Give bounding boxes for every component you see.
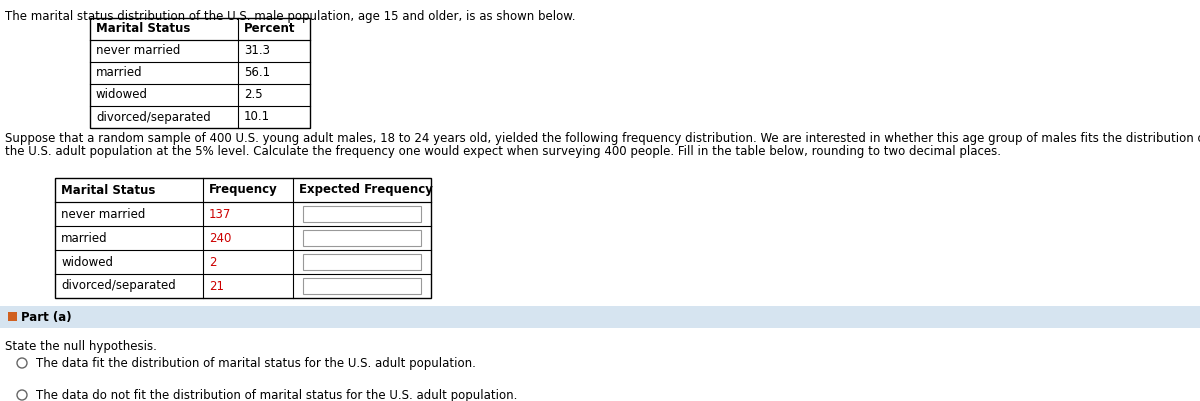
Text: widowed: widowed [61, 255, 113, 269]
Text: 31.3: 31.3 [244, 45, 270, 57]
Text: the U.S. adult population at the 5% level. Calculate the frequency one would exp: the U.S. adult population at the 5% leve… [5, 145, 1001, 158]
Bar [0, 306, 1200, 328]
Text: Percent: Percent [244, 22, 295, 36]
Text: 137: 137 [209, 207, 232, 221]
Text: 10.1: 10.1 [244, 111, 270, 124]
Bar [302, 206, 421, 222]
Bar [302, 254, 421, 270]
Text: The data fit the distribution of marital status for the U.S. adult population.: The data fit the distribution of marital… [36, 356, 476, 369]
Text: married: married [61, 231, 108, 245]
Text: divorced/separated: divorced/separated [96, 111, 211, 124]
Text: Marital Status: Marital Status [96, 22, 191, 36]
Text: Marital Status: Marital Status [61, 184, 155, 196]
Text: Part (a): Part (a) [22, 310, 72, 324]
Text: Suppose that a random sample of 400 U.S. young adult males, 18 to 24 years old, : Suppose that a random sample of 400 U.S.… [5, 132, 1200, 145]
Text: 56.1: 56.1 [244, 67, 270, 79]
Text: The marital status distribution of the U.S. male population, age 15 and older, i: The marital status distribution of the U… [5, 10, 576, 23]
Circle shape [17, 358, 28, 368]
Text: divorced/separated: divorced/separated [61, 279, 175, 292]
Bar [55, 178, 431, 298]
Text: never married: never married [96, 45, 180, 57]
Text: 240: 240 [209, 231, 232, 245]
Text: 2.5: 2.5 [244, 89, 263, 101]
Circle shape [17, 390, 28, 400]
Bar [8, 312, 17, 321]
Text: Expected Frequency: Expected Frequency [299, 184, 433, 196]
Bar [302, 278, 421, 294]
Text: widowed: widowed [96, 89, 148, 101]
Bar [302, 230, 421, 246]
Text: State the null hypothesis.: State the null hypothesis. [5, 340, 157, 353]
Bar [90, 18, 310, 128]
Text: Frequency: Frequency [209, 184, 277, 196]
Text: The data do not fit the distribution of marital status for the U.S. adult popula: The data do not fit the distribution of … [36, 389, 517, 401]
Text: married: married [96, 67, 143, 79]
Text: 2: 2 [209, 255, 216, 269]
Text: 21: 21 [209, 279, 224, 292]
Text: never married: never married [61, 207, 145, 221]
